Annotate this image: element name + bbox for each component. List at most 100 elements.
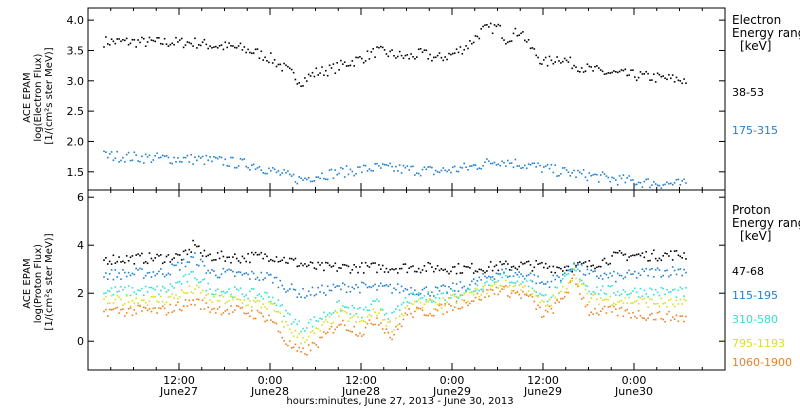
proton-point-1 xyxy=(495,272,498,275)
electron-point-0 xyxy=(453,52,456,54)
proton-point-1 xyxy=(199,258,202,261)
proton-point-1 xyxy=(258,279,261,281)
proton-point-4 xyxy=(446,311,448,313)
proton-point-4 xyxy=(266,319,268,322)
proton-point-0 xyxy=(173,257,175,259)
proton-point-4 xyxy=(419,307,422,310)
electron-point-0 xyxy=(603,73,606,75)
electron-point-1 xyxy=(321,172,323,175)
proton-point-3 xyxy=(368,313,371,316)
electron-point-1 xyxy=(666,181,668,184)
proton-point-4 xyxy=(529,294,532,296)
proton-point-2 xyxy=(658,294,661,297)
electron-point-0 xyxy=(626,74,628,77)
proton-point-0 xyxy=(508,269,511,271)
electron-point-1 xyxy=(203,163,206,166)
proton-point-3 xyxy=(609,295,611,298)
proton-point-1 xyxy=(129,274,132,277)
proton-point-4 xyxy=(554,302,556,304)
proton-point-4 xyxy=(537,304,539,307)
proton-point-1 xyxy=(120,278,122,280)
proton-point-1 xyxy=(146,272,149,274)
electron-point-1 xyxy=(317,176,319,178)
proton-point-2 xyxy=(685,287,687,289)
proton-point-3 xyxy=(670,298,672,301)
proton-point-4 xyxy=(179,308,181,311)
proton-point-4 xyxy=(482,290,484,293)
proton-point-0 xyxy=(626,259,628,262)
proton-point-0 xyxy=(448,272,450,275)
proton-point-1 xyxy=(237,271,240,273)
electron-point-1 xyxy=(125,153,128,156)
proton-point-3 xyxy=(163,303,166,306)
proton-point-2 xyxy=(408,302,410,304)
proton-point-4 xyxy=(336,326,338,328)
proton-point-2 xyxy=(531,287,534,290)
electron-point-0 xyxy=(514,27,517,30)
proton-point-2 xyxy=(150,286,153,289)
proton-point-4 xyxy=(380,322,382,324)
proton-point-0 xyxy=(258,253,261,256)
proton-point-1 xyxy=(351,286,354,289)
electron-point-1 xyxy=(118,161,120,163)
proton-point-4 xyxy=(370,322,373,325)
electron-point-1 xyxy=(343,176,346,178)
proton-point-4 xyxy=(317,346,319,348)
proton-point-2 xyxy=(635,291,638,294)
proton-point-1 xyxy=(376,289,378,291)
proton-point-2 xyxy=(660,286,663,289)
electron-point-1 xyxy=(609,180,611,183)
proton-point-1 xyxy=(596,275,598,278)
proton-point-0 xyxy=(381,264,384,267)
electron-point-0 xyxy=(588,65,591,68)
electron-point-0 xyxy=(395,57,397,59)
proton-point-4 xyxy=(683,320,685,323)
proton-point-0 xyxy=(450,270,452,273)
electron-point-0 xyxy=(252,52,255,54)
proton-point-1 xyxy=(431,291,433,294)
proton-point-4 xyxy=(254,317,257,320)
proton-point-3 xyxy=(507,286,509,288)
proton-point-0 xyxy=(535,260,537,262)
electron-point-1 xyxy=(158,157,160,159)
electron-point-1 xyxy=(124,161,126,163)
proton-point-2 xyxy=(228,288,230,290)
proton-point-1 xyxy=(383,284,386,287)
proton-point-0 xyxy=(110,263,113,265)
electron-point-1 xyxy=(416,172,418,174)
proton-point-1 xyxy=(235,271,238,274)
electron-point-1 xyxy=(516,165,519,167)
proton-point-2 xyxy=(673,288,676,291)
proton-point-2 xyxy=(271,296,274,299)
proton-point-4 xyxy=(533,300,536,303)
proton-point-3 xyxy=(260,306,263,309)
proton-point-0 xyxy=(400,267,403,270)
proton-point-1 xyxy=(306,295,308,297)
electron-point-0 xyxy=(666,78,668,81)
proton-point-4 xyxy=(158,307,160,309)
electron-point-1 xyxy=(499,164,501,167)
proton-point-4 xyxy=(474,296,477,299)
proton-point-1 xyxy=(182,258,185,261)
proton-ytick-label-0: 0 xyxy=(77,335,84,348)
proton-point-3 xyxy=(613,302,615,305)
proton-point-2 xyxy=(343,306,346,308)
electron-point-0 xyxy=(554,61,556,63)
electron-point-0 xyxy=(560,62,562,64)
proton-point-2 xyxy=(429,299,431,301)
electron-point-1 xyxy=(505,165,507,167)
proton-point-0 xyxy=(632,254,634,257)
proton-point-4 xyxy=(469,302,471,305)
proton-point-4 xyxy=(198,298,200,301)
electron-point-0 xyxy=(171,42,173,45)
electron-point-0 xyxy=(393,55,395,57)
proton-point-1 xyxy=(463,285,465,288)
electron-point-1 xyxy=(624,181,627,184)
proton-point-4 xyxy=(152,307,155,310)
proton-point-4 xyxy=(292,346,295,348)
proton-point-3 xyxy=(325,319,327,321)
proton-point-0 xyxy=(351,269,354,271)
x-axis-title: hours:minutes, June 27, 2013 - June 30, … xyxy=(286,396,513,407)
proton-point-0 xyxy=(315,268,318,270)
proton-point-4 xyxy=(626,308,628,311)
